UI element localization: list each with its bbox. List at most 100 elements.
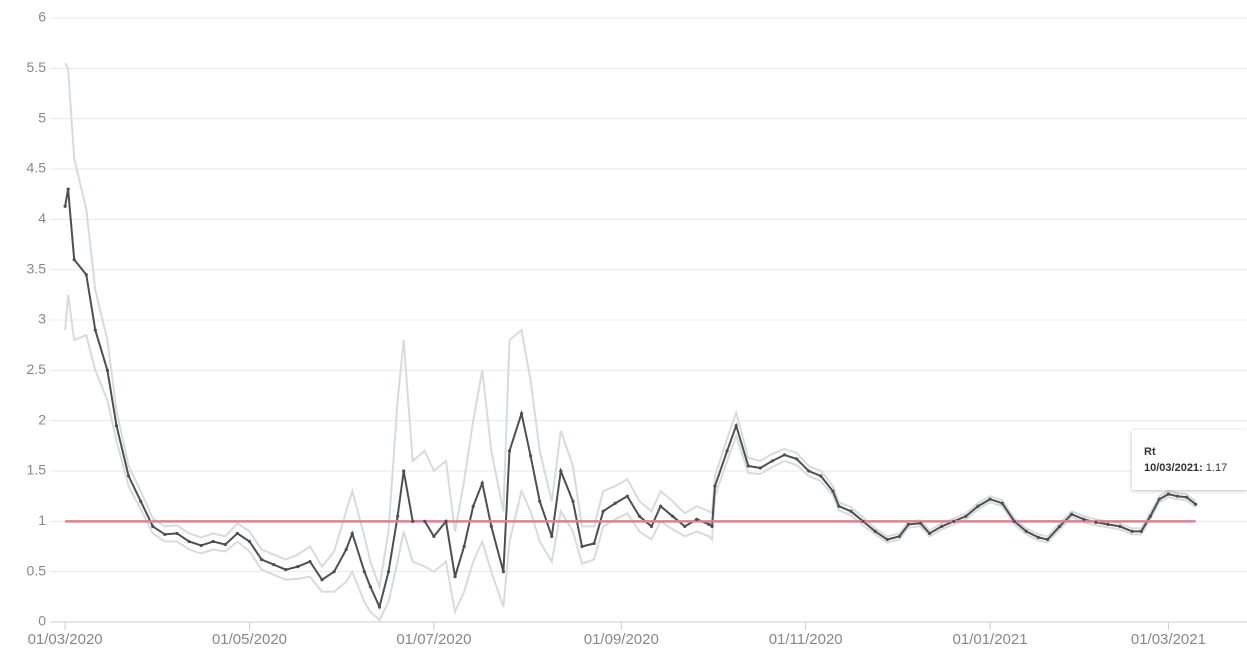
rt-point (284, 568, 288, 572)
rt-point (1094, 520, 1098, 524)
x-tick-label: 01/01/2021 (953, 631, 1028, 648)
rt-point (1000, 501, 1004, 505)
y-tick-label: 2 (38, 411, 46, 427)
rt-point (423, 519, 427, 523)
rt-point (471, 504, 475, 508)
x-tick-label: 01/11/2020 (769, 631, 843, 648)
rt-point (362, 570, 366, 574)
rt-point (332, 570, 336, 574)
y-tick-label: 4.5 (27, 160, 47, 176)
rt-point (139, 499, 143, 503)
rt-point (713, 484, 717, 488)
band-line (64, 62, 1197, 591)
rt-point (1139, 529, 1143, 534)
rt-point (873, 529, 877, 534)
rt-point (819, 474, 823, 478)
rt-point (66, 187, 70, 191)
rt-point (163, 532, 167, 537)
rt-point (1194, 502, 1198, 506)
x-tick-label: 01/03/2021 (1131, 631, 1206, 648)
rt-point (247, 539, 252, 544)
y-tick-label: 3.5 (27, 260, 47, 276)
tooltip-value: 1.17 (1205, 462, 1228, 474)
rt-point (126, 474, 131, 478)
y-tick-label: 1.5 (27, 462, 47, 478)
rt-point (928, 531, 932, 536)
rt-point (734, 424, 738, 428)
rt-point (671, 514, 675, 518)
rt-point (396, 514, 400, 518)
rt-point (658, 504, 663, 508)
rt-point (1057, 524, 1062, 528)
rt-point (683, 524, 687, 528)
rt-point (296, 565, 300, 569)
rt-point (1070, 512, 1074, 516)
rt-point (402, 469, 406, 473)
rt-point (795, 457, 799, 461)
rt-point (368, 585, 373, 589)
rt-point (386, 570, 391, 574)
rt-point (976, 504, 980, 508)
rt-point (906, 522, 911, 526)
rt-point (1175, 494, 1180, 498)
rt-point (259, 557, 264, 562)
rt-point (1166, 492, 1171, 496)
rt-point (1148, 514, 1152, 518)
y-tick-label: 1 (38, 512, 46, 528)
x-tick-label: 01/05/2020 (212, 631, 287, 648)
rt-point (988, 497, 992, 501)
rt-point (480, 481, 484, 485)
rt-point (63, 204, 67, 208)
rt-point (782, 453, 787, 457)
rt-point (837, 504, 841, 508)
rt-point (72, 258, 76, 262)
rt-point (1130, 529, 1134, 534)
rt-point (601, 509, 605, 513)
rt-point (550, 534, 554, 539)
rt-point (1184, 495, 1189, 499)
rt-point (807, 469, 811, 473)
y-tick-label: 6 (38, 9, 46, 25)
band-line (64, 294, 1197, 622)
y-tick-label: 3 (38, 311, 46, 327)
rt-point (918, 521, 923, 525)
rt-point (519, 412, 524, 416)
rt-point (964, 514, 968, 518)
rt-point (1106, 522, 1110, 526)
y-tick-label: 2.5 (27, 361, 47, 377)
rt-point (710, 524, 714, 528)
rt-point (223, 542, 227, 547)
rt-point (462, 544, 466, 549)
rt-point (151, 524, 155, 528)
rt-point (344, 547, 348, 552)
rt-point (613, 501, 617, 505)
tooltip-separator (1199, 462, 1203, 474)
tooltip-date: 10/03/2021 (1144, 462, 1200, 474)
y-tick-label: 4 (38, 210, 46, 226)
rt-point (725, 449, 729, 453)
rt-point (707, 522, 711, 526)
rt-point (592, 541, 596, 546)
rt-point (432, 534, 436, 539)
rt-point (952, 519, 956, 523)
rt-point (308, 560, 312, 564)
x-tick-label: 01/07/2020 (396, 631, 471, 648)
rt-point (105, 368, 110, 372)
rt-point (1036, 535, 1041, 540)
rt-point (272, 563, 276, 567)
rt-point (1012, 519, 1016, 523)
rt-point (559, 469, 563, 473)
rt-point (1045, 537, 1050, 542)
rt-point (489, 524, 493, 528)
rt-point (175, 531, 179, 536)
rt-point (350, 531, 354, 536)
rt-point (453, 575, 457, 579)
rt-point (625, 494, 629, 498)
rt-point (93, 328, 97, 332)
rt-point (831, 489, 835, 493)
rt-point (84, 273, 88, 277)
rt-point (114, 424, 119, 428)
y-tick-label: 0.5 (27, 562, 47, 578)
rt-point (1118, 524, 1122, 528)
